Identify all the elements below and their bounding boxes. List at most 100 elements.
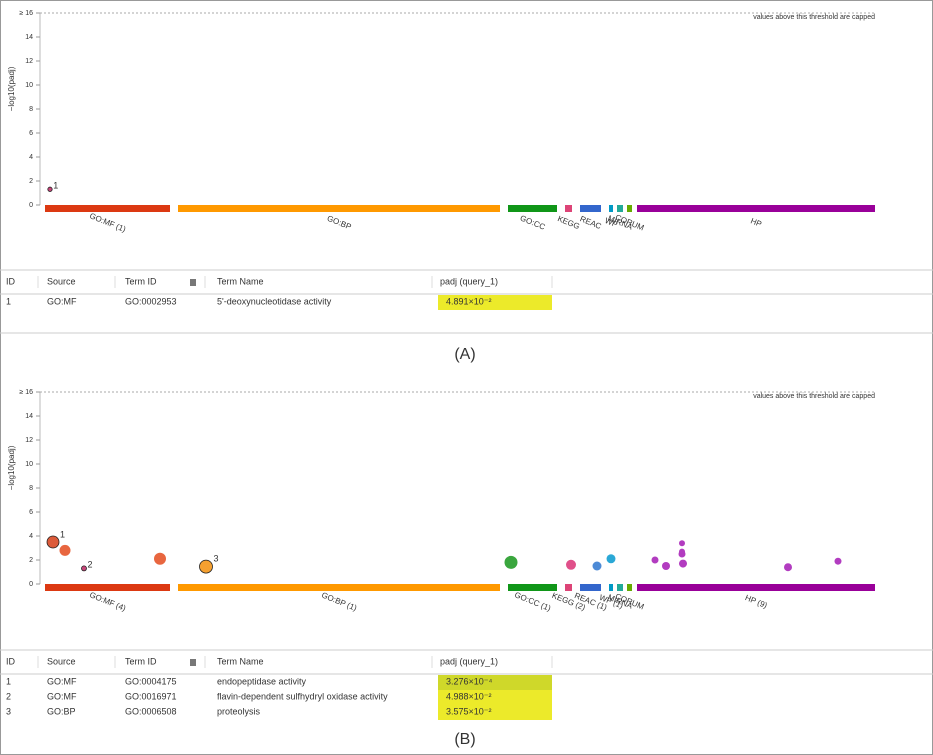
annotation: values above this threshold are capped (753, 393, 875, 400)
point (606, 554, 616, 564)
y-tick-label: 8 (29, 106, 33, 113)
source-band (45, 584, 170, 591)
p-value-cell (438, 295, 552, 310)
source-band (580, 584, 601, 591)
point-label: 1 (53, 180, 58, 190)
y-tick-label: ≥ 16 (19, 10, 33, 17)
p-value-cell (438, 705, 552, 720)
source-band (617, 584, 623, 591)
point-label: 3 (214, 553, 219, 563)
source-band (637, 584, 875, 591)
y-tick-label: 14 (25, 413, 33, 420)
point (651, 556, 659, 564)
table-cell: GO:0016971 (125, 691, 177, 701)
source-band (565, 584, 572, 591)
table-cell: 1 (6, 296, 11, 306)
column-header: Term Name (217, 276, 264, 286)
source-band (627, 205, 632, 212)
point (566, 559, 576, 570)
source-label: WP (603, 216, 618, 229)
point-label: 1 (60, 529, 65, 539)
y-tick-label: 4 (29, 154, 33, 161)
source-band (45, 205, 170, 212)
point (59, 544, 71, 556)
column-icon (190, 279, 196, 286)
column-icon (190, 659, 196, 666)
source-label: HP (749, 216, 763, 229)
y-tick-label: 4 (29, 533, 33, 540)
source-band (508, 205, 557, 212)
source-band (580, 205, 601, 212)
y-tick-label: 12 (25, 437, 33, 444)
point (592, 561, 602, 571)
source-band (178, 584, 500, 591)
source-band (178, 205, 500, 212)
table-cell: 2 (6, 691, 11, 701)
source-band (609, 584, 613, 591)
y-tick-label: 6 (29, 509, 33, 516)
source-band (565, 205, 572, 212)
source-band (627, 584, 632, 591)
table: ID Source Term ID Term Name padj (query_1) 1 G… (0, 269, 933, 334)
table-cell: 3 (6, 706, 11, 716)
y-tick-label: 12 (25, 58, 33, 65)
y-tick-label: 0 (29, 202, 33, 209)
caption: (A) (454, 346, 475, 363)
point (154, 552, 166, 565)
source-band (609, 205, 613, 212)
point (504, 555, 518, 569)
point (679, 540, 685, 547)
column-header: ID (6, 276, 16, 286)
table-cell: GO:BP (47, 706, 76, 716)
table-cell: GO:0004175 (125, 676, 177, 686)
point-label: 2 (88, 559, 93, 569)
annotation: values above this threshold are capped (753, 14, 875, 21)
column-header: Term ID (125, 276, 157, 286)
source-band (508, 584, 557, 591)
point (784, 563, 792, 572)
y-tick-label: 2 (29, 557, 33, 564)
column-header: Source (47, 656, 76, 666)
p-value-cell (438, 690, 552, 705)
point (679, 559, 687, 568)
p-value-cell (438, 675, 552, 690)
y-axis-label: −log10(padj) (7, 445, 16, 490)
table-cell: GO:0006508 (125, 706, 177, 716)
y-tick-label: 0 (29, 581, 33, 588)
table-cell: 3.276×10⁻⁴ (446, 676, 493, 686)
y-tick-label: 6 (29, 130, 33, 137)
point (46, 535, 60, 549)
table-cell: GO:MF (47, 296, 77, 306)
column-header: ID (6, 656, 16, 666)
caption: (B) (454, 731, 475, 748)
point (47, 186, 53, 192)
table: ID Source Term ID Term Name padj (query_1) 1 G… (0, 649, 933, 720)
table-cell: GO:MF (47, 691, 77, 701)
table-cell: 4.988×10⁻² (446, 691, 492, 701)
y-tick-label: 10 (25, 82, 33, 89)
point (678, 550, 686, 558)
point (81, 565, 87, 572)
y-tick-label: 14 (25, 34, 33, 41)
table-cell: 1 (6, 676, 11, 686)
column-header: Term ID (125, 656, 157, 666)
column-header: Source (47, 276, 76, 286)
point (662, 562, 670, 570)
table-cell: GO:0002953 (125, 296, 177, 306)
point (834, 557, 842, 565)
column-header: padj (query_1) (440, 276, 498, 286)
table-cell: flavin-dependent sulfhydryl oxidase acti… (217, 691, 388, 701)
table-cell: 5'-deoxynucleotidase activity (217, 296, 332, 306)
table-cell: 4.891×10⁻² (446, 296, 492, 306)
y-axis-label: −log10(padj) (7, 66, 16, 111)
y-tick-label: ≥ 16 (19, 389, 33, 396)
table-cell: proteolysis (217, 706, 261, 716)
column-header: Term Name (217, 656, 264, 666)
table-cell: GO:MF (47, 676, 77, 686)
y-tick-label: 2 (29, 178, 33, 185)
y-tick-label: 8 (29, 485, 33, 492)
table-cell: 3.575×10⁻² (446, 706, 492, 716)
column-header: padj (query_1) (440, 656, 498, 666)
